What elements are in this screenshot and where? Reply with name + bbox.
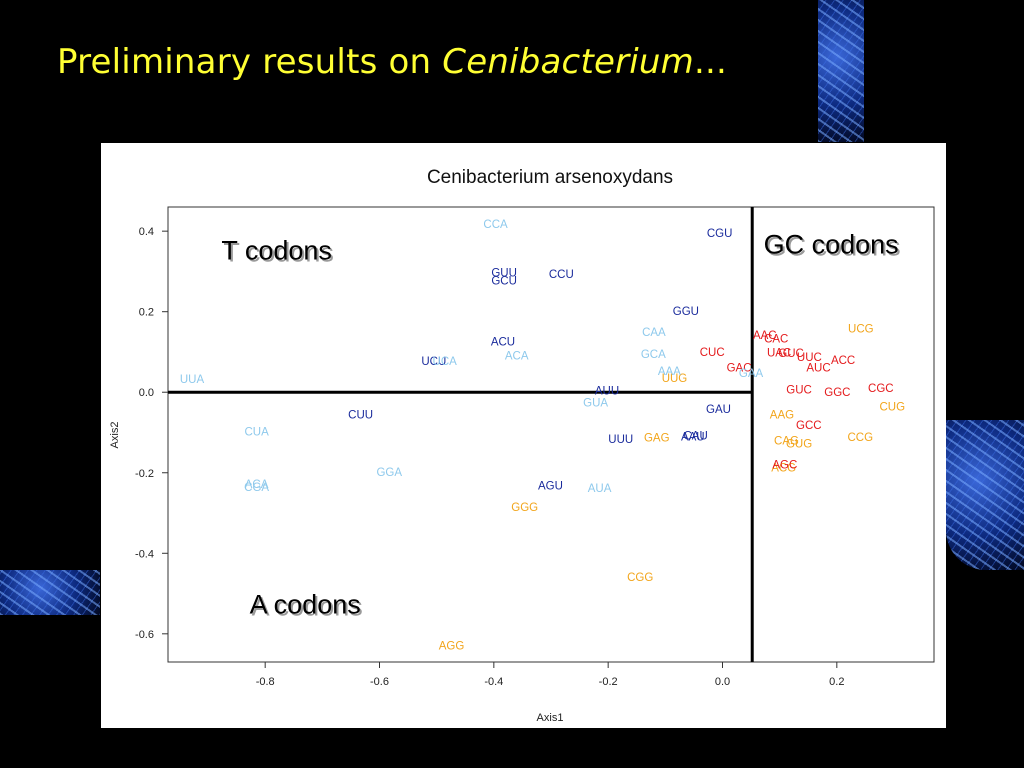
codon-point-aau: AAU: [681, 432, 705, 444]
codon-point-uug: UUG: [662, 373, 688, 385]
codon-point-uuc: UUC: [797, 352, 822, 364]
codon-point-uca: UCA: [433, 356, 458, 368]
codon-point-gcc: GCC: [796, 420, 822, 432]
decorative-left-graphic: [0, 570, 100, 615]
codon-point-guc: GUC: [786, 384, 812, 396]
codon-point-cga: CGA: [244, 482, 269, 494]
codon-point-acc: ACC: [831, 355, 855, 367]
y-tick-label: 0.0: [139, 387, 154, 399]
y-axis: 0.4 0.2 0.0 -0.2 -0.4 -0.6: [135, 226, 168, 641]
slide-title: Preliminary results on Cenibacterium...: [57, 42, 727, 82]
slide-title-suffix: ...: [694, 42, 728, 82]
group-label-shadow: T codons: [223, 237, 334, 267]
codon-point-aua: AUA: [588, 483, 612, 495]
codon-point-agg: AGG: [439, 640, 465, 652]
codon-point-aag: AAG: [770, 409, 794, 421]
codon-point-agc: AGC: [772, 459, 797, 471]
x-tick-label: 0.0: [715, 676, 730, 688]
x-axis: -0.8 -0.6 -0.4 -0.2 0.0 0.2: [256, 662, 844, 688]
codon-point-cac: CAC: [764, 334, 788, 346]
codon-point-cuu: CUU: [348, 409, 373, 421]
x-axis-label: Axis1: [537, 712, 564, 724]
codon-point-gaa: GAA: [739, 368, 764, 380]
codon-point-cgg: CGG: [627, 572, 653, 584]
y-tick-label: -0.6: [135, 629, 154, 641]
codon-point-ggu: GGU: [673, 306, 699, 318]
plot-frame: [167, 206, 935, 663]
chart-title: Cenibacterium arsenoxydans: [427, 167, 673, 188]
codon-point-cca: CCA: [483, 219, 508, 231]
y-axis-label: Axis2: [109, 422, 121, 449]
codon-point-ccu: CCU: [549, 269, 574, 281]
codon-point-gca: GCA: [641, 349, 666, 361]
codon-point-ucu: UCU: [421, 356, 446, 368]
codon-point-ggg: GGG: [511, 502, 538, 514]
codon-point-uuu: UUU: [608, 434, 633, 446]
codon-point-acu: ACU: [491, 336, 515, 348]
slide-title-italic: Cenibacterium: [442, 42, 694, 82]
codon-point-aca: ACA: [245, 479, 269, 491]
y-tick-label: 0.2: [139, 307, 154, 319]
codon-point-guu: GUU: [491, 268, 517, 280]
x-tick-label: -0.6: [370, 676, 389, 688]
scatter-chart: Cenibacterium arsenoxydans -0.8 -0.6 -0.4-…: [109, 167, 935, 724]
group-label: T codons: [221, 235, 332, 265]
chart-panel: Cenibacterium arsenoxydans -0.8 -0.6 -0.4-…: [101, 143, 946, 728]
codon-point-gcu: GCU: [491, 275, 517, 287]
codon-point-cua: CUA: [244, 426, 269, 438]
codon-point-uac: UAC: [767, 347, 791, 359]
y-tick-label: -0.4: [135, 548, 154, 560]
codon-point-gua: GUA: [583, 398, 608, 410]
codon-point-gau: GAU: [706, 404, 731, 416]
codon-point-cuc: CUC: [700, 347, 725, 359]
codon-point-ccg: CCG: [847, 432, 873, 444]
decorative-side-graphic: [946, 420, 1024, 570]
codon-point-gag: GAG: [644, 432, 670, 444]
x-tick-label: -0.8: [256, 676, 275, 688]
codon-point-cau: CAU: [683, 430, 707, 442]
codon-point-uua: UUA: [180, 374, 205, 386]
codon-point-aca: ACA: [505, 351, 529, 363]
group-label: A codons: [250, 590, 361, 620]
codon-point-cgu: CGU: [707, 228, 733, 240]
codon-point-agu: AGU: [538, 481, 563, 493]
slide-title-prefix: Preliminary results on: [57, 42, 443, 82]
x-tick-label: -0.4: [484, 676, 503, 688]
codon-point-auc: AUC: [806, 362, 830, 374]
codon-point-caa: CAA: [642, 327, 666, 339]
codon-point-guc: GUC: [778, 348, 804, 360]
codon-point-acg: ACG: [771, 463, 796, 475]
codon-point-gug: GUG: [786, 438, 812, 450]
x-tick-label: -0.2: [599, 676, 618, 688]
group-label-shadow: A codons: [252, 592, 363, 622]
y-tick-label: -0.2: [135, 468, 154, 480]
codon-point-cgc: CGC: [868, 383, 894, 395]
codon-point-ggc: GGC: [824, 387, 850, 399]
codon-point-gac: GAC: [727, 363, 752, 375]
group-label-shadow: GC codons: [766, 231, 901, 261]
codon-point-aaa: AAA: [658, 366, 681, 378]
y-tick-label: 0.4: [139, 226, 154, 238]
codon-point-aac: AAC: [753, 330, 777, 342]
codon-point-cag: CAG: [774, 436, 799, 448]
x-tick-label: 0.2: [829, 676, 844, 688]
codon-point-ucg: UCG: [848, 324, 874, 336]
codon-point-cug: CUG: [879, 401, 905, 413]
group-label: GC codons: [764, 229, 899, 259]
decorative-corner-graphic: [818, 0, 864, 142]
codon-point-auu: AUU: [595, 386, 619, 398]
codon-point-gga: GGA: [376, 467, 402, 479]
